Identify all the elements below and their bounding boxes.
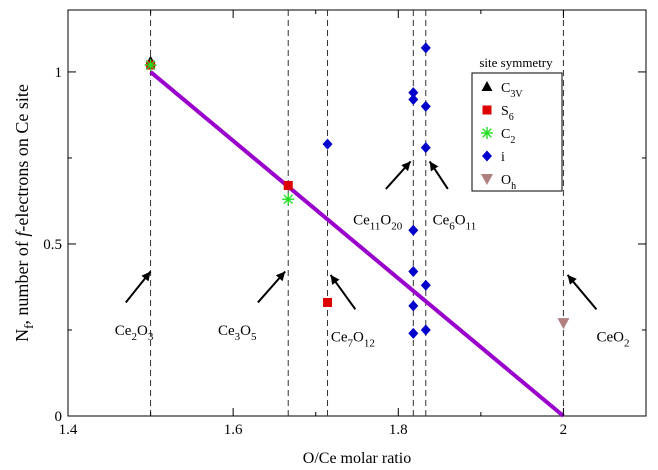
point-i-5 <box>408 300 419 312</box>
point-S6-1 <box>283 180 293 190</box>
legend-items: C3V S6 C2 i Oh <box>481 81 523 192</box>
y-tick-label-1: 0.5 <box>43 237 62 253</box>
legend-marker-2 <box>481 127 493 139</box>
point-i-10 <box>420 279 431 291</box>
arrowhead-ce11o20 <box>401 161 411 172</box>
legend-label-4: Oh <box>501 173 516 192</box>
arrowhead-ce6o11 <box>429 161 439 172</box>
point-i-4 <box>408 265 419 277</box>
point-Oh-0 <box>557 318 570 330</box>
arrowhead-ce2o3 <box>141 271 151 282</box>
point-i-3 <box>408 224 419 236</box>
plot-frame <box>67 9 647 417</box>
axis-ticks: 1.4 1.6 1.8 2 0 0.5 1 <box>43 10 646 438</box>
arrowhead-ce3o5 <box>275 271 286 282</box>
legend-label-3: i <box>501 150 505 165</box>
legend-title: site symmetry <box>479 55 553 70</box>
label-ce11o20: Ce11O20 <box>353 213 403 233</box>
legend-marker-0 <box>481 81 493 91</box>
point-S6-2 <box>323 297 333 307</box>
y-label-rest: , number of <box>12 237 32 325</box>
point-i-0 <box>322 138 333 150</box>
label-ceo2: CeO2 <box>596 330 629 350</box>
fit-line <box>149 70 565 418</box>
point-i-9 <box>420 142 431 154</box>
legend-label-1: S6 <box>501 104 514 123</box>
y-label-sub: f <box>21 324 36 329</box>
legend-label-0: C3V <box>501 81 523 100</box>
y-tick-label-0: 0 <box>55 409 63 425</box>
x-axis-label: O/Ce molar ratio <box>303 450 411 467</box>
legend-label-2: C2 <box>501 127 515 146</box>
point-i-2 <box>408 93 419 105</box>
y-tick-label-2: 1 <box>55 65 63 81</box>
legend-marker-4 <box>481 174 493 185</box>
x-tick-label-2: 1.8 <box>389 422 408 438</box>
point-i-7 <box>420 42 431 54</box>
x-tick-label-1: 1.6 <box>224 422 243 438</box>
compound-annotations: Ce2O3 Ce3O5 Ce7O12 Ce11O20 Ce6O11 CeO2 <box>115 160 629 350</box>
data-points <box>144 42 570 339</box>
point-i-6 <box>408 327 419 339</box>
label-ce7o12: Ce7O12 <box>331 330 375 350</box>
label-ce2o3: Ce2O3 <box>115 323 154 343</box>
x-tick-label-0: 1.4 <box>59 422 78 438</box>
y-axis-label: Nf, number of f-electrons on Ce site <box>12 84 36 342</box>
arrowhead-ceo2 <box>567 274 577 285</box>
y-label-main: N <box>12 329 32 342</box>
arrowhead-ce7o12 <box>330 274 340 285</box>
legend: site symmetry C3V S6 C2 i Oh <box>471 55 563 192</box>
point-i-11 <box>420 324 431 336</box>
legend-marker-3 <box>482 150 492 162</box>
x-tick-label-3: 2 <box>560 422 568 438</box>
legend-marker-1 <box>482 105 492 115</box>
point-i-8 <box>420 100 431 112</box>
vertical-reference-lines <box>150 10 564 416</box>
y-label-end: -electrons on Ce site <box>12 84 32 231</box>
label-ce6o11: Ce6O11 <box>433 213 477 233</box>
point-i-1 <box>408 87 419 99</box>
point-C2-1 <box>282 193 295 206</box>
fit-line-group <box>149 70 565 418</box>
y-label-italic: f <box>12 229 32 237</box>
label-ce3o5: Ce3O5 <box>218 323 257 343</box>
point-C2-0 <box>144 59 157 72</box>
